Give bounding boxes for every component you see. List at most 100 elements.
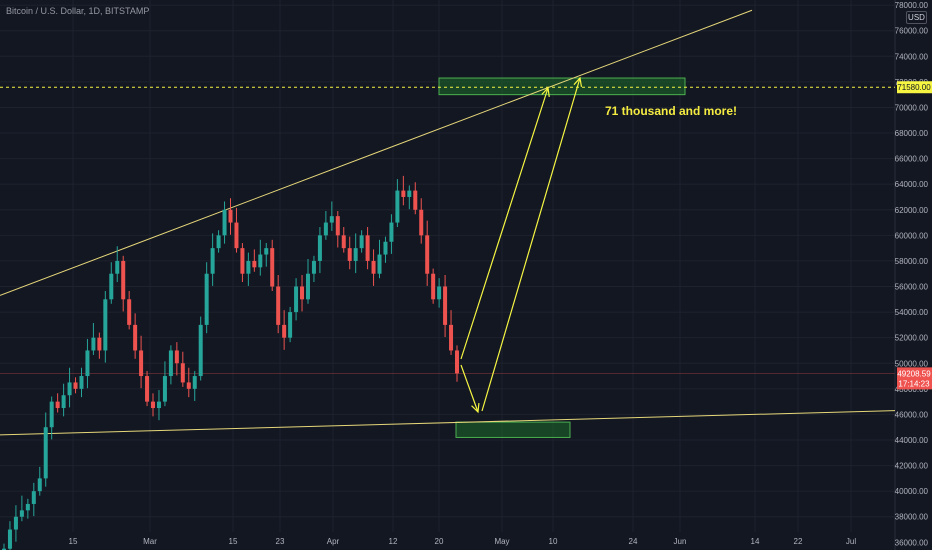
price-tick-label: 74000.00	[895, 52, 929, 61]
candle	[294, 286, 299, 313]
candle	[133, 324, 138, 351]
candle	[85, 350, 90, 377]
time-tick-label: Mar	[143, 537, 157, 546]
candle	[186, 382, 191, 389]
candle	[252, 260, 257, 268]
time-tick-label: Apr	[327, 537, 340, 546]
projection-arrow	[460, 364, 479, 413]
candle	[264, 248, 269, 255]
price-tick-label: 70000.00	[895, 103, 929, 112]
last-price-label: 49208.59	[897, 369, 931, 378]
price-tick-label: 58000.00	[895, 257, 929, 266]
candle	[151, 401, 156, 409]
price-tick-label: 46000.00	[895, 410, 929, 419]
candle	[127, 299, 132, 325]
price-tick-label: 42000.00	[895, 462, 929, 471]
time-tick-label: 24	[629, 537, 638, 546]
symbol-title: Bitcoin / U.S. Dollar, 1D, BITSTAMP	[6, 6, 150, 16]
candle	[323, 222, 328, 236]
candle	[419, 209, 424, 236]
candle	[91, 337, 96, 351]
price-tick-label: 60000.00	[895, 231, 929, 240]
candle	[19, 510, 24, 517]
annotation-text: 71 thousand and more!	[605, 104, 738, 118]
candle	[25, 503, 30, 511]
time-tick-label: 23	[276, 537, 285, 546]
candle	[288, 312, 293, 338]
time-tick-label: 12	[389, 537, 398, 546]
target-price-badge	[897, 81, 932, 94]
price-tick-label: 38000.00	[895, 513, 929, 522]
price-tick-label: 78000.00	[895, 1, 929, 10]
candle	[103, 299, 108, 351]
candle	[359, 235, 364, 249]
candle	[305, 273, 310, 300]
projection-arrow	[460, 87, 549, 360]
candle	[228, 209, 233, 223]
time-tick-label: 22	[794, 537, 803, 546]
target-price-label: 71580.00	[897, 83, 931, 92]
time-tick-label: 14	[751, 537, 760, 546]
time-tick-label: May	[494, 537, 509, 546]
candle	[67, 382, 72, 396]
candle	[37, 478, 42, 492]
candle	[300, 286, 305, 300]
candle	[431, 273, 436, 300]
candle	[455, 350, 459, 374]
time-tick-label: 20	[435, 537, 444, 546]
candle	[246, 260, 251, 274]
price-tick-label: 44000.00	[895, 436, 929, 445]
time-tick-label: Jul	[846, 537, 856, 546]
arrow-head	[573, 76, 583, 87]
candle	[55, 401, 60, 409]
candle	[43, 427, 48, 479]
candle	[192, 376, 197, 389]
candle	[139, 350, 144, 377]
candle	[377, 254, 382, 274]
candle	[216, 235, 221, 249]
price-tick-label: 64000.00	[895, 180, 929, 189]
price-tick-label: 56000.00	[895, 283, 929, 292]
price-tick-label: 62000.00	[895, 206, 929, 215]
price-tick-label: 68000.00	[895, 129, 929, 138]
candle	[2, 548, 6, 550]
candle	[109, 273, 114, 300]
price-tick-label: 40000.00	[895, 487, 929, 496]
arrow-head	[541, 86, 550, 97]
zone-target[interactable]	[438, 77, 686, 96]
candle	[413, 190, 418, 210]
candle	[13, 516, 18, 530]
zone-support[interactable]	[455, 421, 571, 438]
price-tick-label: 50000.00	[895, 359, 929, 368]
candle	[401, 190, 406, 197]
candle	[145, 376, 150, 402]
time-axis[interactable]	[0, 532, 932, 550]
candle	[168, 350, 173, 377]
candle	[121, 260, 126, 300]
currency-button[interactable]: USD	[906, 11, 927, 24]
price-tick-label: 66000.00	[895, 155, 929, 164]
candle	[31, 491, 36, 504]
candle	[204, 273, 209, 325]
trendline-lower[interactable]	[0, 410, 896, 436]
candle	[276, 286, 281, 325]
trendline-upper[interactable]	[0, 9, 753, 296]
candle	[270, 248, 275, 287]
candle	[174, 350, 179, 364]
candle	[210, 248, 215, 274]
candle	[115, 260, 120, 274]
price-tick-label: 52000.00	[895, 334, 929, 343]
candle	[449, 324, 454, 351]
candle	[383, 241, 388, 255]
candle	[222, 209, 227, 236]
candle	[335, 216, 340, 236]
price-tick-label: 36000.00	[895, 538, 929, 547]
candle	[240, 248, 245, 274]
candle	[425, 235, 430, 274]
candle	[311, 260, 316, 274]
price-tick-label: 54000.00	[895, 308, 929, 317]
candle	[79, 376, 84, 389]
candle	[341, 235, 346, 249]
